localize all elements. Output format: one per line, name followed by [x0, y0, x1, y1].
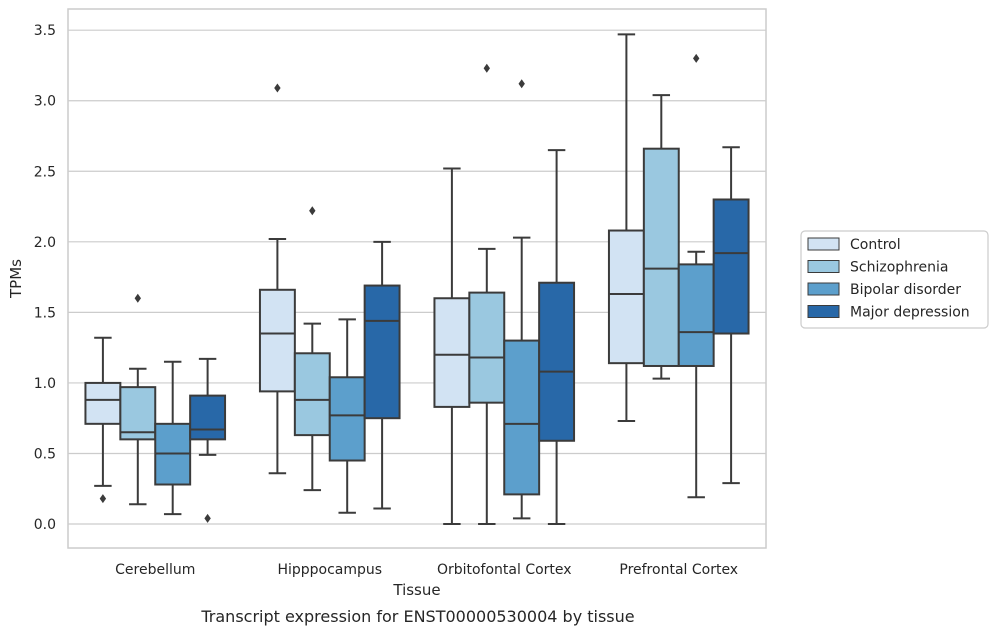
x-tick-label: Orbitofontal Cortex — [437, 562, 572, 578]
iqr-box — [712, 198, 750, 335]
legend-entry-label: Major depression — [850, 305, 970, 321]
iqr-box — [363, 284, 401, 420]
iqr-box — [607, 229, 645, 365]
chart-caption: Transcript expression for ENST0000053000… — [200, 607, 634, 626]
outlier-point — [518, 79, 525, 89]
outlier-point — [309, 206, 316, 216]
legend-frame — [800, 230, 989, 329]
y-tick-label: 3.0 — [34, 94, 56, 110]
iqr-box — [503, 339, 541, 496]
legend-swatch — [807, 260, 840, 273]
iqr-box — [433, 297, 471, 408]
outlier-point — [483, 63, 490, 73]
iqr-box — [538, 281, 576, 442]
iqr-box — [328, 376, 366, 462]
box-hipppocampus-control — [258, 83, 296, 475]
y-tick-label: 0.0 — [34, 517, 56, 533]
x-tick-label: Cerebellum — [115, 562, 195, 578]
outlier-point — [134, 293, 141, 303]
outlier-point — [204, 513, 211, 523]
y-tick-label: 2.5 — [34, 164, 56, 180]
iqr-box — [189, 394, 227, 441]
box-prefrontal-cortex-control — [607, 33, 645, 423]
plot-frame — [67, 8, 767, 549]
box-prefrontal-cortex-schizophrenia — [642, 94, 680, 380]
box-cerebellum-major-depression — [189, 357, 227, 523]
box-prefrontal-cortex-major-depression — [712, 146, 750, 485]
box-cerebellum-control — [84, 336, 122, 504]
legend-swatch — [807, 305, 840, 318]
x-tick-label: Prefrontal Cortex — [619, 562, 738, 578]
iqr-box — [677, 263, 715, 367]
legend-entry-label: Control — [850, 237, 901, 253]
x-axis-label: Tissue — [392, 581, 440, 599]
box-cerebellum-bipolar-disorder — [154, 360, 192, 516]
outlier-point — [274, 83, 281, 93]
iqr-box — [119, 386, 157, 441]
legend-swatch — [807, 282, 840, 296]
y-axis-label: TPMs — [7, 259, 25, 299]
iqr-box — [84, 381, 122, 425]
iqr-box — [258, 288, 296, 393]
legend: Control Schizophrenia Bipolar disorder Majo… — [800, 230, 989, 329]
y-tick-labels: 0.0 0.5 1.0 1.5 2.0 2.5 3.0 3.5 — [34, 23, 56, 533]
y-tick-label: 0.5 — [34, 446, 56, 462]
box-hipppocampus-major-depression — [363, 240, 401, 510]
legend-swatch — [807, 237, 840, 251]
y-tick-label: 1.5 — [34, 305, 56, 321]
box-orbitofontal-cortex-major-depression — [538, 149, 576, 526]
box-hipppocampus-bipolar-disorder — [328, 318, 366, 514]
box-hipppocampus-schizophrenia — [293, 206, 331, 492]
iqr-box — [642, 147, 680, 367]
outlier-point — [99, 494, 107, 504]
iqr-box — [293, 352, 331, 437]
outlier-point — [693, 53, 700, 63]
box-orbitofontal-cortex-control — [433, 167, 471, 526]
x-tick-label: Hipppocampus — [277, 562, 382, 578]
box-orbitofontal-cortex-bipolar-disorder — [503, 79, 541, 520]
box-prefrontal-cortex-bipolar-disorder — [677, 53, 715, 499]
box-orbitofontal-cortex-schizophrenia — [468, 63, 506, 526]
legend-entry-label: Bipolar disorder — [850, 282, 961, 298]
box-cerebellum-schizophrenia — [119, 293, 157, 506]
x-tick-labels: Cerebellum Hipppocampus Orbitofontal Corte… — [115, 562, 738, 578]
iqr-box — [468, 291, 506, 404]
legend-entry-label: Schizophrenia — [850, 260, 948, 276]
box-layer — [84, 33, 750, 526]
y-tick-label: 1.0 — [34, 376, 56, 392]
y-tick-label: 3.5 — [34, 23, 56, 39]
y-tick-label: 2.0 — [34, 235, 56, 251]
